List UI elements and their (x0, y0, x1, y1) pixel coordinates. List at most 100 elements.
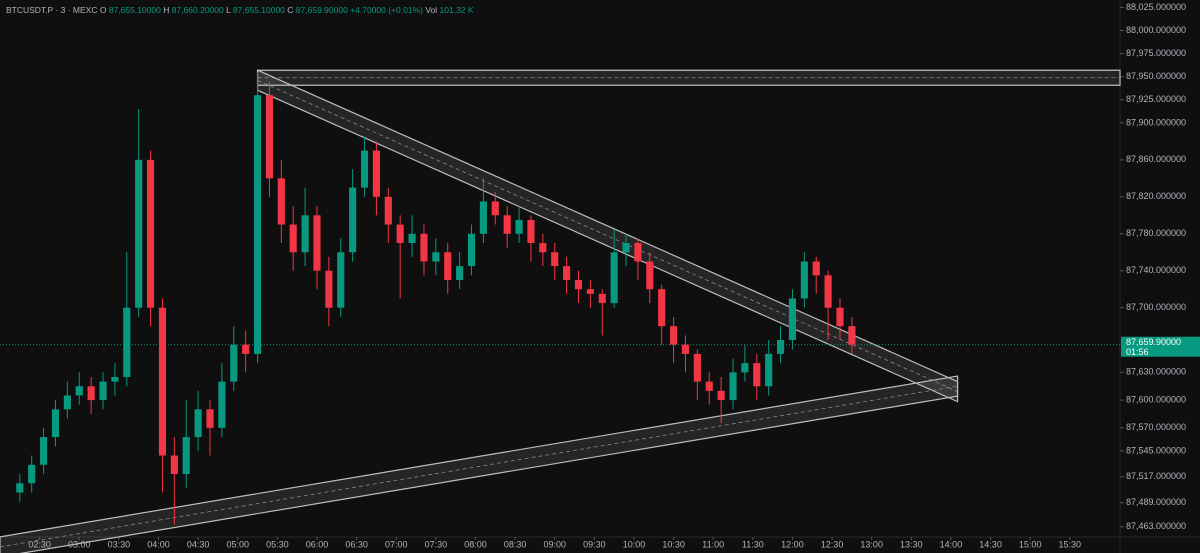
x-tick-label: 06:00 (306, 539, 329, 549)
candle-body (753, 363, 761, 387)
price-axis-bg (1120, 0, 1200, 553)
field-label: H (163, 5, 170, 15)
channel (0, 375, 959, 553)
candle-body (313, 215, 321, 271)
candle-body (206, 409, 214, 428)
candle-body (551, 252, 559, 267)
candle-body (693, 353, 701, 382)
field-label: O (99, 5, 107, 15)
y-tick-label: 88,000.000000 (1126, 25, 1186, 35)
channel-midline (0, 385, 958, 548)
candle-body (622, 243, 630, 253)
candle-body (147, 159, 155, 308)
candle-body (51, 409, 60, 438)
x-tick-label: 07:30 (425, 539, 448, 549)
candle-body (253, 95, 262, 354)
x-tick-label: 12:30 (821, 539, 844, 549)
candle-body (16, 483, 24, 493)
candle-body (598, 293, 606, 304)
channel-midline (257, 79, 958, 392)
y-tick-label: 87,975.000000 (1126, 48, 1186, 58)
y-tick-label: 87,740.000000 (1126, 265, 1186, 275)
x-tick-label: 02:30 (28, 539, 51, 549)
volume-label: Vol (425, 5, 438, 15)
candle-body (277, 178, 285, 225)
x-tick-label: 10:30 (662, 539, 685, 549)
candle-body (372, 150, 380, 197)
candle-body (194, 409, 202, 438)
price-label: 87,659.90000 (1126, 337, 1181, 347)
candle-body (515, 219, 523, 234)
candle-body (40, 437, 48, 465)
candle-body (111, 376, 119, 382)
candle-body (491, 201, 499, 216)
candle-body (349, 187, 357, 253)
candle-body (456, 266, 464, 280)
candle-body (75, 386, 83, 396)
x-tick-label: 04:00 (147, 539, 170, 549)
candle-body (563, 266, 571, 280)
y-tick-label: 87,950.000000 (1126, 71, 1186, 81)
y-tick-label: 87,900.000000 (1126, 117, 1186, 127)
candle-body (836, 307, 844, 327)
x-tick-label: 15:00 (1019, 539, 1042, 549)
candle-body (444, 252, 452, 280)
candle-body (717, 390, 725, 401)
candle-body (123, 307, 131, 377)
field-label: L (226, 5, 231, 15)
candle-body (265, 95, 273, 179)
candle-body (741, 363, 749, 373)
candle-body (574, 279, 583, 290)
candle-body (301, 215, 309, 253)
field-value: 87,655.10000 (232, 5, 285, 15)
countdown: 01:56 (1126, 347, 1149, 357)
candle-body (467, 233, 476, 267)
candle-body (705, 381, 713, 391)
field-value: 87,655.10000 (108, 5, 161, 15)
candle-body (765, 353, 773, 387)
candle-body (384, 196, 392, 225)
channel (256, 69, 959, 403)
x-tick-label: 11:00 (702, 539, 724, 549)
candle-body (170, 455, 178, 475)
candle-body (230, 344, 238, 382)
y-tick-label: 87,545.000000 (1126, 445, 1186, 455)
y-tick-label: 87,925.000000 (1126, 94, 1186, 104)
x-tick-label: 08:00 (464, 539, 487, 549)
x-tick-label: 03:30 (108, 539, 131, 549)
x-tick-label: 05:30 (266, 539, 289, 549)
y-tick-label: 87,600.000000 (1126, 394, 1186, 404)
x-tick-label: 10:00 (623, 539, 646, 549)
candle-body (182, 437, 190, 475)
candle-body (634, 243, 642, 262)
candle-body (63, 395, 71, 410)
x-tick-label: 08:30 (504, 539, 527, 549)
candle-body (503, 215, 511, 234)
candle-body (325, 270, 333, 308)
candle-body (610, 252, 618, 304)
x-tick-label: 13:30 (900, 539, 923, 549)
candle-body (777, 340, 785, 354)
x-tick-label: 09:30 (583, 539, 606, 549)
y-tick-label: 87,570.000000 (1126, 422, 1186, 432)
field-value: 87,659.90000 (295, 5, 348, 15)
x-tick-label: 04:30 (187, 539, 210, 549)
x-tick-label: 03:00 (68, 539, 91, 549)
y-tick-label: 87,463.000000 (1126, 521, 1186, 531)
candle-body (396, 224, 404, 244)
x-tick-label: 06:30 (345, 539, 368, 549)
y-tick-label: 87,820.000000 (1126, 191, 1186, 201)
x-tick-label: 13:00 (860, 539, 883, 549)
candle-body (586, 289, 594, 294)
candle-body (87, 386, 95, 401)
y-tick-label: 87,860.000000 (1126, 154, 1186, 164)
candle-body (337, 252, 345, 308)
candle-body (99, 381, 107, 401)
y-tick-label: 87,517.000000 (1126, 471, 1186, 481)
x-tick-label: 14:00 (940, 539, 963, 549)
symbol: BTCUSDT.P · 3 · MEXC (6, 5, 98, 15)
x-tick-label: 14:30 (979, 539, 1002, 549)
x-tick-label: 12:00 (781, 539, 804, 549)
candle-body (408, 233, 416, 244)
